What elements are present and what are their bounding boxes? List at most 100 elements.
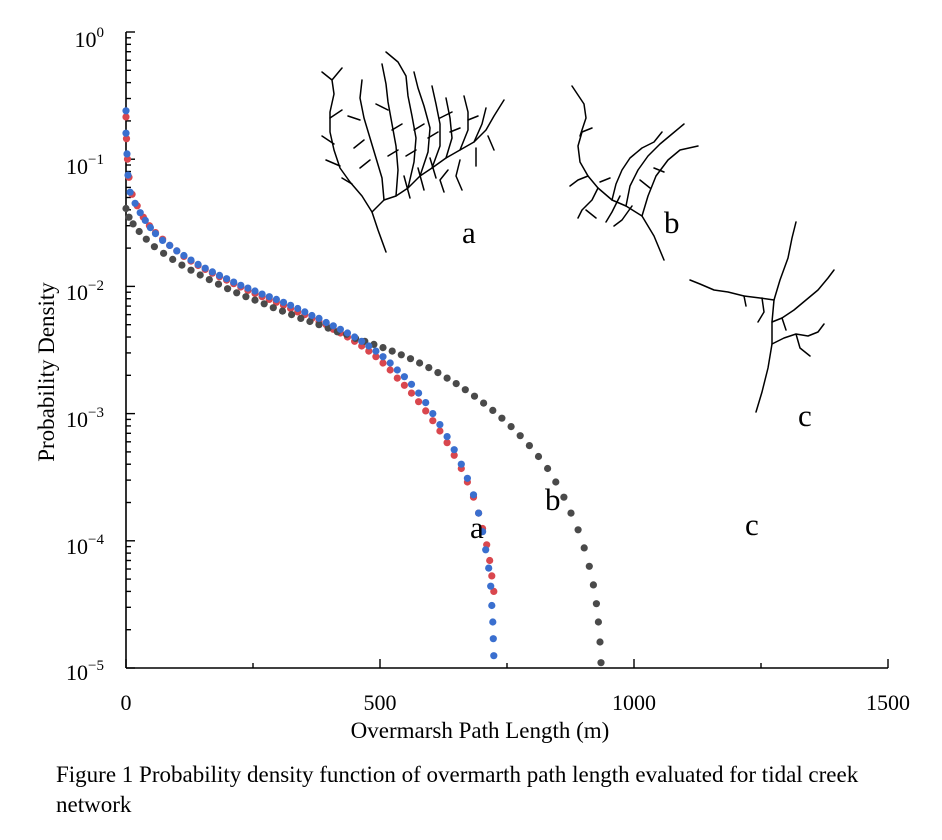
data-point-b xyxy=(490,587,498,596)
curve-label-c: c xyxy=(745,507,759,542)
data-point-a xyxy=(294,304,302,313)
data-point-c xyxy=(129,220,137,228)
data-point-c xyxy=(552,478,560,486)
data-point-b xyxy=(488,572,496,580)
data-point-c xyxy=(516,432,524,440)
data-point-a xyxy=(329,322,337,330)
curve-label-b: b xyxy=(545,482,561,517)
data-point-a xyxy=(485,564,493,572)
data-point-a xyxy=(230,278,238,286)
data-point-a xyxy=(429,410,437,418)
data-point-c xyxy=(525,442,534,450)
data-point-a xyxy=(436,421,444,429)
data-point-a xyxy=(422,399,430,407)
data-point-b xyxy=(122,135,131,143)
data-point-c xyxy=(534,452,543,461)
data-point-a xyxy=(258,290,266,298)
plot-area xyxy=(122,31,889,669)
data-point-c xyxy=(122,204,130,213)
data-point-a xyxy=(187,256,195,264)
y-tick-label-5: 10−5 xyxy=(66,658,104,685)
data-point-a xyxy=(131,199,139,207)
data-point-c xyxy=(160,249,168,257)
data-point-a xyxy=(308,311,316,320)
data-point-a xyxy=(159,236,167,244)
data-point-a xyxy=(450,446,458,454)
data-point-c xyxy=(214,280,223,288)
data-point-c xyxy=(489,406,497,414)
data-point-a xyxy=(415,389,423,397)
data-point-c xyxy=(580,544,588,552)
data-point-a xyxy=(122,129,130,137)
data-point-c xyxy=(187,266,195,274)
data-point-a xyxy=(479,528,487,536)
data-point-a xyxy=(301,308,309,316)
data-point-a xyxy=(136,209,144,217)
data-point-a xyxy=(351,333,359,341)
inset-network-b xyxy=(569,85,699,261)
inset-network-a xyxy=(321,51,505,253)
data-point-c xyxy=(150,243,158,251)
data-point-c xyxy=(205,276,213,284)
data-point-c xyxy=(269,304,277,312)
series-a xyxy=(122,107,498,660)
data-point-c xyxy=(443,374,451,382)
data-point-c xyxy=(397,351,405,359)
data-point-c xyxy=(597,659,605,667)
data-point-b xyxy=(393,374,401,382)
data-point-a xyxy=(251,287,259,295)
data-point-a xyxy=(315,314,323,322)
curve-label-a: a xyxy=(470,510,484,545)
x-axis-title: Overmarsh Path Length (m) xyxy=(351,718,610,743)
data-point-a xyxy=(322,318,330,327)
data-point-a xyxy=(146,224,154,232)
data-point-c xyxy=(242,293,250,301)
data-point-c xyxy=(425,364,433,372)
data-point-c xyxy=(406,355,415,363)
data-point-a xyxy=(490,652,498,660)
data-point-c xyxy=(379,344,387,352)
data-point-c xyxy=(288,311,296,319)
data-point-c xyxy=(125,213,133,221)
data-point-b xyxy=(372,353,380,361)
data-point-a xyxy=(180,251,188,260)
inset-label-b: b xyxy=(664,205,680,240)
data-point-c xyxy=(434,369,442,377)
data-point-c xyxy=(251,296,259,304)
data-point-a xyxy=(343,329,352,337)
data-point-c xyxy=(178,261,186,269)
inset-label-a: a xyxy=(462,215,476,250)
data-point-a xyxy=(122,107,130,115)
data-point-a xyxy=(223,275,231,283)
data-point-b xyxy=(122,113,130,121)
data-point-c xyxy=(585,562,593,570)
data-point-b xyxy=(422,407,430,415)
data-point-a xyxy=(126,188,134,196)
data-point-b xyxy=(123,155,132,163)
data-point-b xyxy=(407,389,416,397)
y-tick-label-4: 10−4 xyxy=(66,532,104,559)
x-tick-labels: 0 500 1000 1500 xyxy=(121,690,911,715)
y-tick-label-2: 10−2 xyxy=(66,278,104,305)
data-point-a xyxy=(463,474,471,482)
data-point-a xyxy=(123,150,131,158)
data-point-c xyxy=(135,227,143,236)
data-point-a xyxy=(244,284,252,292)
data-point-b xyxy=(450,451,458,459)
data-point-a xyxy=(488,601,496,610)
data-point-a xyxy=(358,337,366,345)
data-point-c xyxy=(567,509,575,517)
data-point-c xyxy=(594,618,603,626)
y-tick-label-1: 10−1 xyxy=(66,152,104,179)
data-point-a xyxy=(379,353,387,361)
data-point-a xyxy=(365,342,373,350)
data-point-c xyxy=(544,464,552,473)
y-tick-label-0: 100 xyxy=(75,25,105,52)
data-point-c xyxy=(142,235,150,243)
data-point-a xyxy=(336,325,344,333)
data-point-b xyxy=(386,366,394,374)
data-point-c xyxy=(574,526,582,534)
data-point-a xyxy=(489,635,497,643)
data-point-c xyxy=(461,386,469,394)
data-point-c xyxy=(196,271,204,279)
